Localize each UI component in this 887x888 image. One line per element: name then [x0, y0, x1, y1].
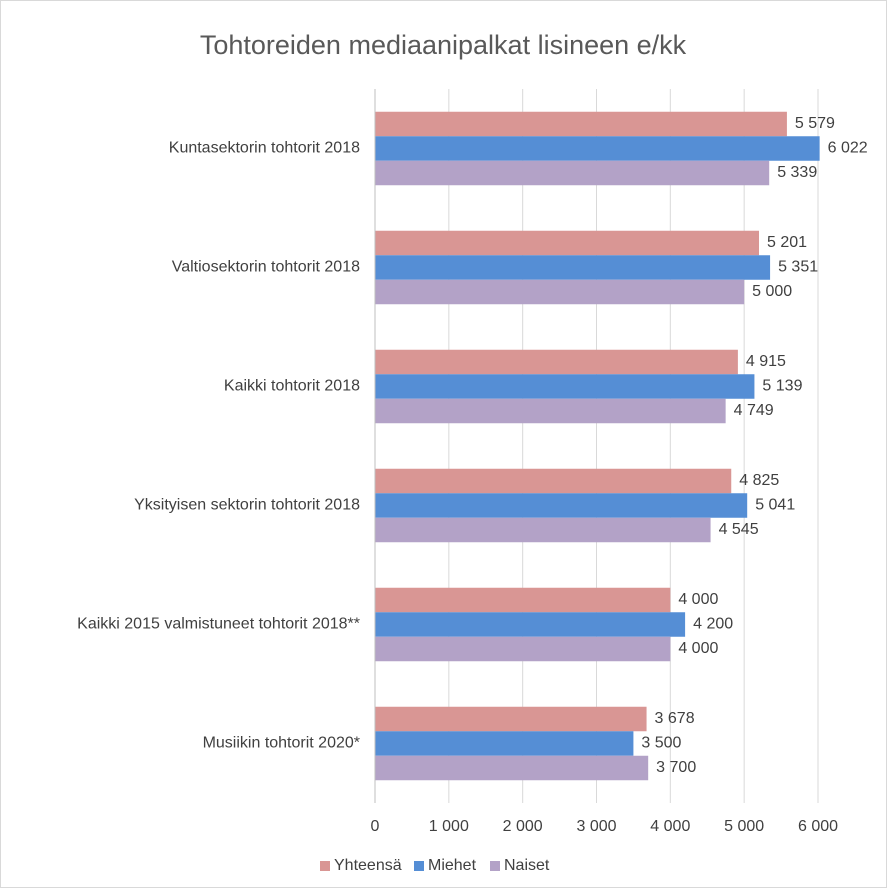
value-label: 4 749 [734, 402, 774, 419]
bar [375, 160, 770, 186]
y-tick-label: Kaikki tohtorit 2018 [224, 378, 360, 395]
bar [375, 230, 760, 256]
bar [375, 136, 820, 161]
x-tick-label: 5 000 [724, 818, 764, 835]
x-tick-label: 0 [371, 818, 380, 835]
value-label: 5 351 [778, 259, 818, 276]
y-tick-label: Kuntasektorin tohtorit 2018 [169, 140, 360, 157]
x-tick-label: 2 000 [503, 818, 543, 835]
bar [375, 255, 771, 280]
value-label: 4 545 [719, 521, 759, 538]
value-label: 4 200 [693, 616, 733, 633]
legend-label: Miehet [428, 857, 477, 874]
y-tick-label: Musiikin tohtorit 2020* [203, 735, 360, 752]
value-label: 5 000 [752, 283, 792, 300]
value-label: 5 579 [795, 115, 835, 132]
legend-label: Naiset [504, 857, 550, 874]
bar [375, 706, 647, 732]
bar [375, 111, 787, 137]
bar [375, 755, 649, 781]
value-label: 3 700 [656, 759, 696, 776]
bar [375, 587, 671, 613]
legend-swatch [414, 861, 424, 871]
value-label: 3 500 [641, 735, 681, 752]
chart-title: Tohtoreiden mediaanipalkat lisineen e/kk [200, 30, 687, 60]
bar [375, 374, 755, 399]
legend-swatch [320, 861, 330, 871]
value-label: 5 139 [762, 378, 802, 395]
x-tick-label: 1 000 [429, 818, 469, 835]
bar [375, 398, 726, 424]
value-label: 3 678 [655, 710, 695, 727]
x-tick-label: 6 000 [798, 818, 838, 835]
value-label: 4 000 [678, 640, 718, 657]
y-tick-label: Kaikki 2015 valmistuneet tohtorit 2018** [77, 616, 360, 633]
value-label: 4 825 [739, 472, 779, 489]
bar [375, 731, 634, 756]
bar [375, 349, 738, 375]
value-label: 5 339 [777, 164, 817, 181]
y-tick-label: Yksityisen sektorin tohtorit 2018 [134, 497, 360, 514]
value-label: 5 201 [767, 234, 807, 251]
legend-label: Yhteensä [334, 857, 402, 874]
x-tick-label: 3 000 [576, 818, 616, 835]
y-tick-label: Valtiosektorin tohtorit 2018 [172, 259, 360, 276]
x-tick-label: 4 000 [650, 818, 690, 835]
bar [375, 279, 745, 305]
bar [375, 468, 732, 494]
bar [375, 493, 748, 518]
value-label: 6 022 [828, 140, 868, 157]
value-label: 4 000 [678, 591, 718, 608]
bar [375, 517, 711, 543]
bar [375, 612, 686, 637]
bar [375, 636, 671, 662]
value-label: 4 915 [746, 353, 786, 370]
value-label: 5 041 [755, 497, 795, 514]
legend-swatch [490, 861, 500, 871]
